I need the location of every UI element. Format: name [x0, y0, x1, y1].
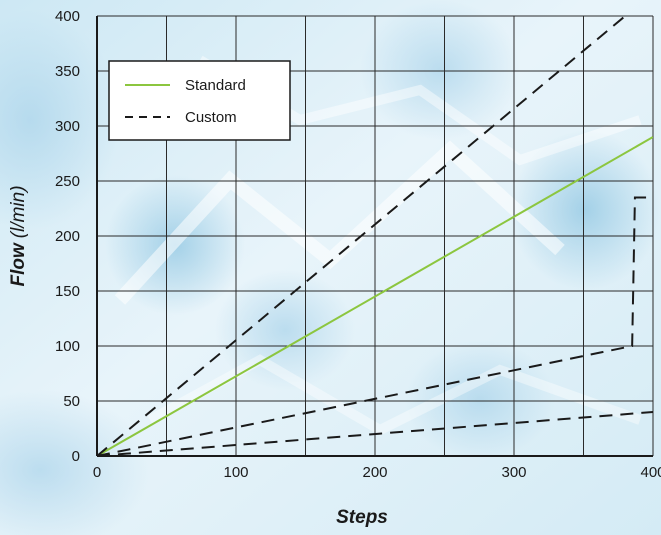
x-axis-title: Steps [336, 507, 388, 528]
y-tick-label: 150 [55, 283, 80, 300]
y-tick-label: 100 [55, 338, 80, 355]
y-tick-label: 300 [55, 118, 80, 135]
legend-label-standard: Standard [185, 77, 246, 94]
y-tick-label: 0 [72, 448, 80, 465]
axes [96, 16, 653, 457]
legend: Standard Custom [108, 60, 291, 141]
x-tick-label: 100 [223, 464, 248, 481]
y-tick-label: 250 [55, 173, 80, 190]
x-tick-label: 400 [640, 464, 661, 481]
x-tick-label: 0 [93, 464, 101, 481]
legend-box [108, 60, 291, 141]
y-tick-label: 350 [55, 63, 80, 80]
x-tick-label: 300 [501, 464, 526, 481]
series-line-custom-2 [97, 196, 653, 456]
series-line-custom-3 [97, 411, 653, 456]
y-tick-labels: 0 50 100 150 200 250 300 350 400 [55, 8, 80, 465]
y-tick-label: 400 [55, 8, 80, 25]
x-tick-labels: 0 100 200 300 400 [93, 464, 661, 481]
legend-label-custom: Custom [185, 109, 237, 126]
series-line-custom-1 [97, 16, 626, 456]
y-tick-label: 200 [55, 228, 80, 245]
y-axis-title: Flow(l/min) [8, 185, 29, 286]
series-lines [97, 16, 653, 456]
x-tick-label: 200 [362, 464, 387, 481]
y-tick-label: 50 [63, 393, 80, 410]
series-line-standard [97, 136, 653, 456]
